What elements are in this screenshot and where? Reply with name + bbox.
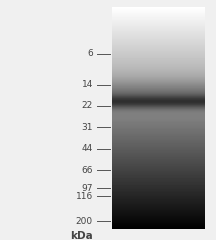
Text: 97: 97 bbox=[81, 184, 93, 193]
Text: 44: 44 bbox=[82, 144, 93, 153]
Text: 66: 66 bbox=[81, 166, 93, 175]
Text: kDa: kDa bbox=[70, 231, 93, 240]
Text: 6: 6 bbox=[87, 49, 93, 58]
Text: 116: 116 bbox=[76, 192, 93, 201]
Text: 200: 200 bbox=[76, 216, 93, 226]
Text: 31: 31 bbox=[81, 123, 93, 132]
Text: 22: 22 bbox=[82, 102, 93, 110]
Text: 14: 14 bbox=[81, 80, 93, 89]
